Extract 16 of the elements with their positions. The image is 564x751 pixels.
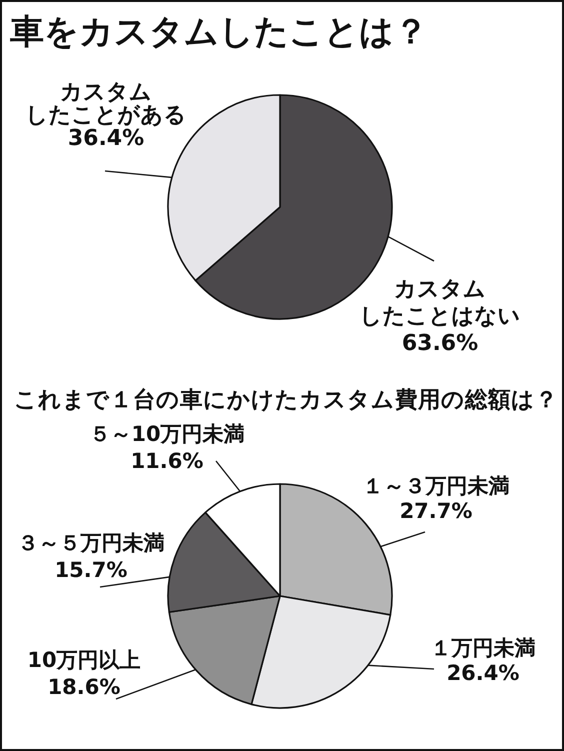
data-label: 11.6%: [130, 449, 204, 473]
data-label: 15.7%: [54, 558, 128, 582]
data-label: 36.4%: [68, 126, 144, 151]
data-label: 63.6%: [402, 331, 478, 356]
data-label: 27.7%: [400, 499, 472, 523]
data-label: 18.6%: [48, 675, 120, 699]
slice-label: １万円未満: [430, 636, 536, 660]
slice-label: ５～10万円未満: [89, 422, 245, 446]
chart-title: これまで１台の車にかけたカスタム費用の総額は？: [14, 387, 558, 413]
slice-label: １～３万円未満: [362, 474, 510, 498]
slice-label: カスタムしたことはない: [360, 277, 520, 329]
slice-label: 10万円以上: [27, 648, 141, 672]
slice-label: カスタムしたことがある: [26, 80, 186, 128]
chart-title: 車をカスタムしたことは？: [9, 12, 428, 52]
data-label: 26.4%: [446, 661, 520, 685]
slice-label: ３～５万円未満: [18, 531, 164, 555]
